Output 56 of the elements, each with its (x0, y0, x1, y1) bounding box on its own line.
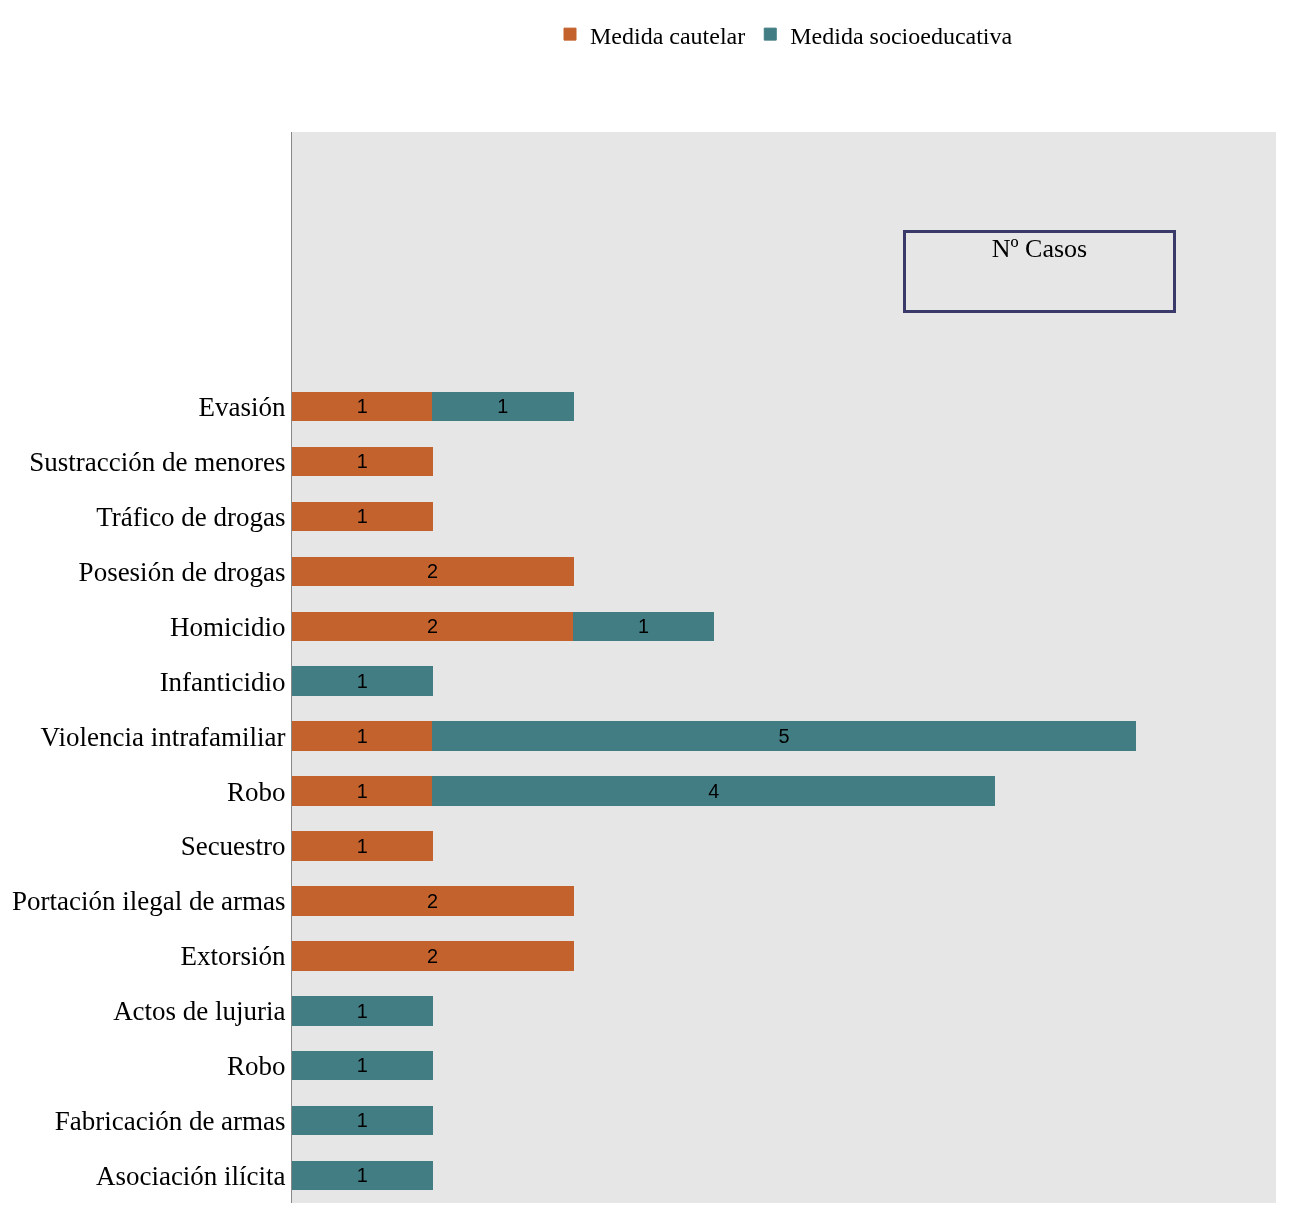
data-label: 1 (356, 779, 368, 802)
data-label: 2 (427, 889, 439, 912)
bar (432, 776, 996, 806)
y-tick-label: Fabricación de armas (54, 1106, 286, 1137)
bar (292, 391, 434, 422)
data-label: 4 (708, 779, 720, 802)
bar (292, 556, 574, 587)
y-tick-label: Violencia intrafamiliar (40, 721, 286, 752)
text: Nº Casos (991, 234, 1088, 263)
data-label: 1 (356, 670, 368, 692)
data-label: 1 (356, 1164, 368, 1187)
y-tick-label: Robo (227, 1051, 286, 1082)
y-tick-label: Infanticidio (159, 666, 286, 697)
y-tick-label: Actos de lujuria (113, 996, 286, 1027)
data-label: 2 (427, 615, 439, 638)
y-tick-label: Extorsión (180, 941, 287, 972)
bar (432, 721, 1136, 751)
data-label: 2 (427, 560, 439, 583)
data-label: 1 (356, 724, 368, 747)
bar (292, 995, 434, 1026)
bar (292, 501, 434, 532)
data-label: 1 (356, 1109, 368, 1132)
bar (292, 776, 434, 806)
data-label: 5 (778, 724, 790, 747)
bar (292, 1050, 434, 1081)
bar (292, 1105, 434, 1136)
bar (292, 446, 434, 477)
bar (572, 611, 715, 642)
y-tick-label: Secuestro (180, 831, 286, 862)
data-label: 1 (356, 450, 368, 473)
bar (292, 721, 434, 751)
data-label: 1 (356, 505, 368, 528)
y-tick-label: Robo (227, 776, 286, 807)
bar (292, 1160, 434, 1191)
bar (292, 941, 574, 971)
y-tick-label: Portación ilegal de armas (11, 886, 286, 917)
legend-label: Medida cautelar (590, 22, 746, 49)
y-tick-label: Tráfico de drogas (96, 501, 286, 532)
bar (292, 611, 574, 642)
y-tick-label: Asociación ilícita (95, 1160, 286, 1191)
legend-label: Medida socioeducativa (790, 22, 1013, 49)
bar (292, 886, 574, 916)
data-label: 1 (497, 395, 509, 418)
bar (432, 391, 574, 422)
y-tick-label: Homicidio (170, 611, 286, 642)
data-label: 1 (356, 395, 368, 418)
data-label: 1 (356, 834, 368, 857)
y-tick-label: Sustracción de menores (29, 446, 286, 477)
bar (292, 666, 434, 697)
data-label: 1 (356, 999, 368, 1022)
data-label: 2 (427, 944, 439, 967)
y-tick-label: Evasión (198, 392, 287, 423)
y-tick-label: Posesión de drogas (78, 556, 286, 587)
data-label: 1 (637, 615, 649, 638)
bar (292, 831, 434, 861)
data-label: 1 (356, 1054, 368, 1077)
